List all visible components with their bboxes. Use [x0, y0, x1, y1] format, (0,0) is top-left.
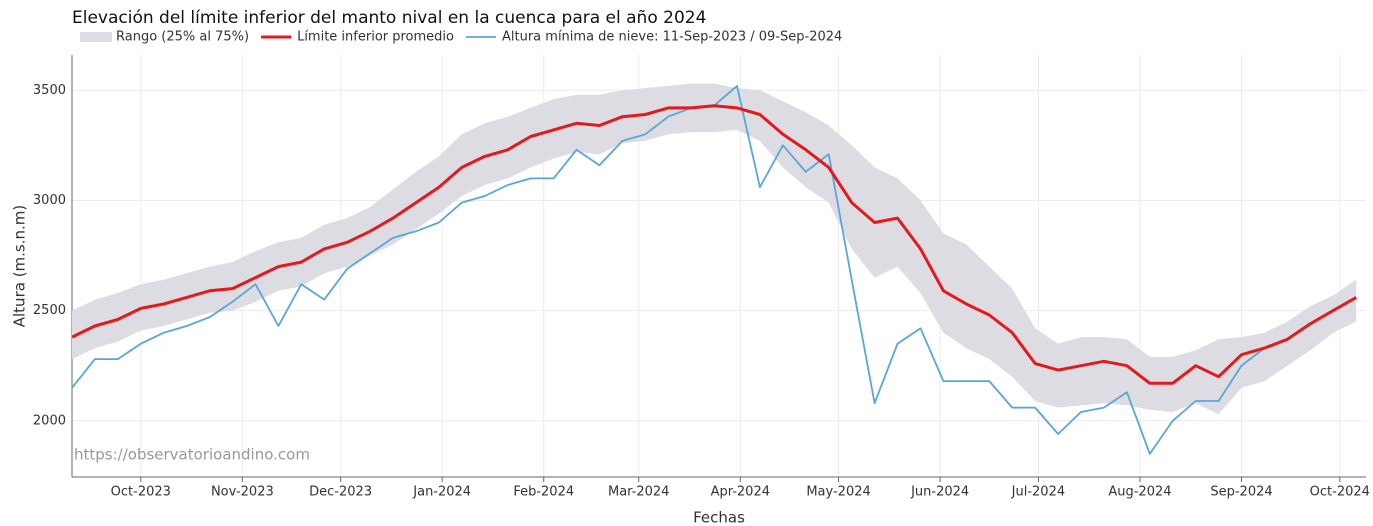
- line: [71, 104, 1357, 385]
- x-tick-label: Sep-2024: [1210, 485, 1272, 500]
- x-axis-label: Fechas: [693, 509, 745, 526]
- y-tick-label: 2500: [33, 303, 66, 318]
- x-tick-label: Jan-2024: [412, 485, 471, 500]
- y-tick-label: 3000: [33, 193, 66, 208]
- x-tick-label: Dec-2023: [309, 485, 372, 500]
- x-tick-label: Jun-2024: [910, 485, 969, 500]
- x-tick-label: Oct-2023: [111, 485, 171, 500]
- legend-label: Límite inferior promedio: [297, 30, 454, 45]
- x-tick-label: Mar-2024: [608, 485, 669, 500]
- line: [71, 85, 1265, 455]
- x-tick-label: Nov-2023: [211, 485, 274, 500]
- x-tick-label: Oct-2024: [1310, 485, 1370, 500]
- legend-label: Altura mínima de nieve: 11-Sep-2023 / 09…: [502, 30, 842, 45]
- y-axis-label: Altura (m.s.n.m): [11, 205, 29, 328]
- legend-label: Rango (25% al 75%): [116, 30, 249, 45]
- x-tick-label: Aug-2024: [1108, 485, 1171, 500]
- watermark: https://observatorioandino.com: [74, 446, 310, 464]
- range-band: [72, 83, 1357, 415]
- x-tick-label: Apr-2024: [711, 485, 770, 500]
- chart-title: Elevación del límite inferior del manto …: [72, 8, 706, 28]
- y-tick-label: 2000: [33, 413, 66, 428]
- x-tick-label: May-2024: [806, 485, 870, 500]
- x-tick-label: Jul-2024: [1011, 485, 1065, 500]
- x-tick-label: Feb-2024: [513, 485, 574, 500]
- y-tick-label: 3500: [33, 83, 66, 98]
- legend-swatch: [80, 32, 112, 42]
